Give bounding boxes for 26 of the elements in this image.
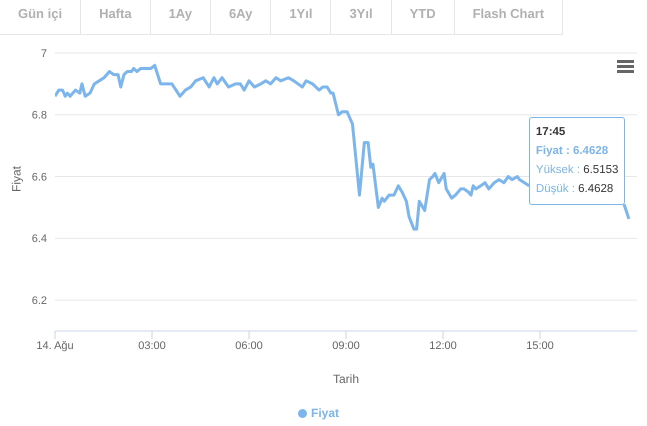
- y-tick-label: 7: [40, 48, 47, 60]
- y-tick-label: 6.8: [32, 110, 47, 122]
- text: Flash Chart: [454, 0, 564, 34]
- x-axis-title: Tarih: [332, 372, 360, 386]
- y-tick-label: 6.2: [32, 295, 47, 308]
- legend-label: Fiyat: [310, 406, 339, 420]
- x-tick-label: 06:00: [235, 340, 263, 352]
- annotation: Düşük : 6.4628: [536, 183, 614, 196]
- annotation: 17:45: [536, 125, 566, 140]
- y-tick-label: 6.6: [32, 171, 47, 184]
- text: Hafta: [81, 0, 151, 34]
- x-tick-label: 12:00: [429, 340, 457, 352]
- x-tick-label: 14. Ağu: [36, 340, 74, 352]
- text: Gün içi: [0, 0, 82, 34]
- y-axis-title: Fiyat: [9, 165, 24, 192]
- text: YTD: [392, 0, 455, 34]
- x-tick-label: 03:00: [138, 340, 166, 352]
- text: 6Ay: [210, 0, 272, 34]
- x-tick-label: 09:00: [332, 340, 360, 352]
- annotation: Fiyat : 6.4628: [536, 144, 610, 160]
- text: 3Yıl: [331, 0, 392, 34]
- x-tick-label: 15:00: [526, 340, 554, 352]
- text: 1Ay: [150, 0, 211, 34]
- text: 1Yıl: [271, 0, 332, 34]
- annotation: Yüksek : 6.5153: [536, 164, 618, 176]
- y-tick-label: 6.4: [32, 233, 47, 246]
